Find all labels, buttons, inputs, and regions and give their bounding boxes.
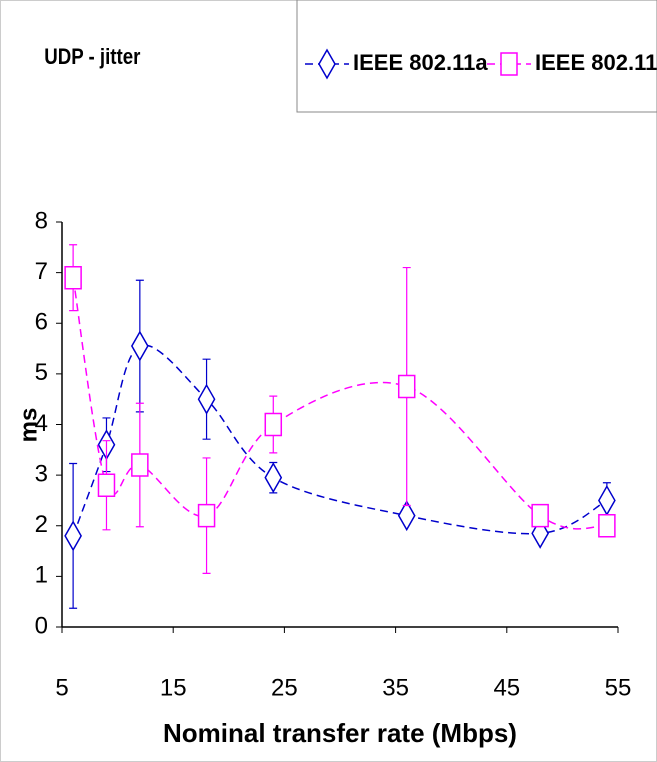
y-tick-label: 1 [35, 562, 48, 589]
data-point [131, 453, 149, 477]
x-tick-label: 55 [605, 674, 632, 701]
y-tick-label: 0 [35, 612, 48, 639]
data-point [264, 412, 283, 437]
x-tick-label: 35 [382, 674, 409, 701]
y-tick-label: 7 [35, 258, 48, 285]
data-point [598, 514, 616, 538]
y-tick-label: 6 [35, 309, 48, 336]
data-point [531, 503, 549, 528]
data-point [264, 462, 283, 494]
y-tick-label: 3 [35, 460, 48, 487]
data-point [397, 500, 416, 532]
data-point [598, 484, 616, 516]
y-tick-label: 4 [35, 410, 48, 437]
y-tick-label: 5 [35, 359, 48, 386]
legend-marker [318, 48, 336, 80]
data-point [64, 520, 82, 552]
x-tick-label: 25 [271, 674, 298, 701]
series-line [72, 277, 607, 530]
legend-marker [500, 52, 518, 76]
series-line [72, 344, 608, 537]
data-point [397, 374, 416, 399]
data-point [130, 330, 149, 362]
data-point [97, 473, 116, 497]
y-axis-label: ms [15, 408, 42, 443]
data-point [197, 383, 216, 415]
chart-title: UDP - jitter [44, 45, 140, 69]
data-point [64, 265, 82, 290]
y-tick-label: 8 [35, 207, 48, 234]
legend-box [296, 0, 657, 113]
legend-label: IEEE 802.11a [353, 50, 488, 75]
x-tick-label: 45 [493, 674, 520, 701]
x-axis-label: Nominal transfer rate (Mbps) [163, 718, 517, 748]
x-tick-label: 15 [160, 674, 187, 701]
legend-label: IEEE 802.11g [535, 50, 657, 75]
x-tick-label: 5 [55, 674, 68, 701]
data-point [197, 503, 216, 528]
y-tick-label: 2 [35, 511, 48, 538]
